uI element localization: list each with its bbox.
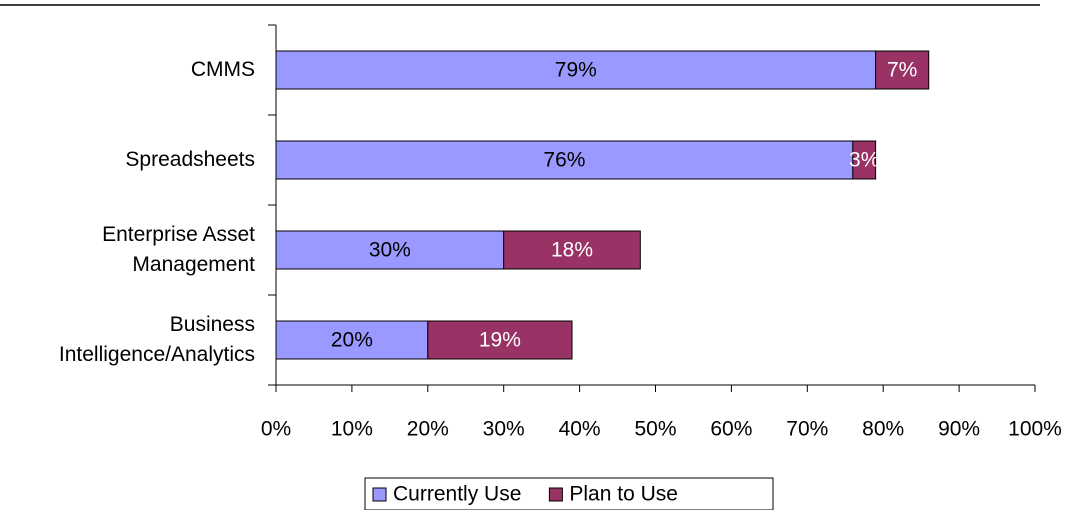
bar-label: 20% [331,329,373,352]
x-tick-label: 100% [1008,418,1062,441]
bar-label: 79% [555,59,597,82]
bar [275,320,429,360]
category-label: Enterprise Asset Management [102,223,255,276]
legend-swatch [372,487,387,502]
bar [875,50,930,90]
x-tick-label: 40% [559,418,601,441]
x-tick-label: 90% [938,418,980,441]
bar [275,230,505,270]
legend-box [364,477,774,510]
bar [275,140,854,180]
x-tick-label: 20% [407,418,449,441]
bar [852,140,877,180]
x-tick-label: 80% [862,418,904,441]
bar-label: 76% [543,149,585,172]
x-tick-label: 50% [634,418,676,441]
x-tick-label: 10% [331,418,373,441]
category-label: Business Intelligence/Analytics [58,313,255,366]
legend-label: Currently Use [393,483,521,506]
bar [503,230,641,270]
x-tick-label: 70% [786,418,828,441]
bar [427,320,573,360]
category-label: CMMS [190,58,255,81]
x-tick-label: 0% [261,418,291,441]
category-label: Spreadsheets [125,148,255,171]
x-tick-label: 30% [483,418,525,441]
bar-label: 7% [887,59,917,82]
bar-label: 18% [551,239,593,262]
x-tick-label: 60% [710,418,752,441]
legend-swatch [548,487,563,502]
bar-label: 30% [369,239,411,262]
bar-label: 3% [849,149,879,172]
bar-label: 19% [479,329,521,352]
legend-label: Plan to Use [569,483,678,506]
